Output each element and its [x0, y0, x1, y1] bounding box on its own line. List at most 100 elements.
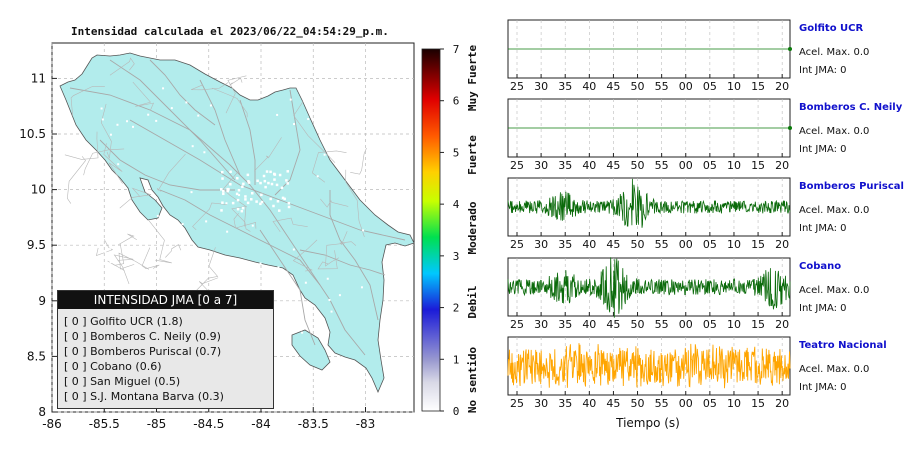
legend-item-name: Golfito UCR (1.8)	[86, 315, 183, 328]
road-line	[141, 247, 160, 270]
town-marker	[222, 189, 225, 193]
panel-tick-label: 00	[679, 159, 693, 172]
panel-tick-label: 10	[727, 80, 741, 93]
town-marker	[283, 197, 286, 201]
town-marker	[330, 310, 333, 313]
town-marker	[338, 294, 341, 297]
road-line	[292, 239, 318, 272]
town-marker	[241, 206, 245, 210]
waveform-panel: 25 30 35 40 45 50 55 00 05 10 15 20	[507, 177, 791, 251]
town-marker	[220, 188, 223, 191]
colorbar-label: No sentido	[466, 347, 479, 414]
town-marker	[255, 200, 258, 203]
legend-item-level: [ 0 ]	[64, 360, 87, 373]
town-marker	[275, 183, 279, 187]
town-marker	[104, 250, 107, 253]
panel-tick-label: 20	[775, 159, 789, 172]
legend-title: INTENSIDAD JMA [0 a 7]	[58, 291, 273, 309]
road-line	[113, 254, 134, 285]
panel-tick-label: 45	[606, 238, 620, 251]
road-line	[99, 139, 235, 191]
road-line	[259, 229, 316, 346]
road-line	[191, 247, 219, 296]
panel-tick-label: 15	[751, 159, 765, 172]
town-marker	[246, 201, 250, 205]
town-marker	[304, 281, 307, 284]
town-marker	[165, 216, 168, 219]
town-marker	[126, 120, 129, 123]
map-y-tick-label: 11	[31, 71, 46, 85]
map-x-tick-label: -85.5	[89, 417, 120, 431]
town-marker	[190, 191, 193, 194]
panel-tick-label: 10	[727, 238, 741, 251]
map-x-tick-label: -84.5	[193, 417, 224, 431]
map-x-tick-label: -84	[251, 417, 271, 431]
road-line	[231, 205, 251, 232]
town-marker	[251, 224, 254, 227]
road-line	[191, 82, 229, 91]
town-marker	[259, 262, 262, 265]
station-name: Golfito UCR	[799, 23, 864, 34]
road-line	[109, 59, 236, 181]
panel-tick-label: 30	[534, 238, 548, 251]
town-marker	[221, 201, 224, 204]
town-marker	[283, 332, 286, 335]
colorbar-label: Muy Fuerte	[466, 45, 479, 112]
town-marker	[109, 261, 112, 264]
waveform-panel: 25 30 35 40 45 50 55 00 05 10 15 20	[507, 257, 791, 331]
town-marker	[382, 365, 385, 368]
road-line	[272, 217, 308, 233]
panel-tick-label: 05	[703, 318, 717, 331]
panel-tick-label: 00	[679, 238, 693, 251]
town-marker	[109, 246, 112, 249]
panel-tick-label: 10	[727, 318, 741, 331]
panel-tick-label: 05	[703, 238, 717, 251]
town-marker	[293, 123, 296, 126]
town-marker	[244, 195, 247, 198]
town-marker	[240, 209, 244, 213]
road-line	[118, 252, 150, 270]
town-marker	[285, 179, 288, 182]
town-marker	[220, 170, 224, 174]
town-marker	[301, 331, 304, 334]
town-marker	[226, 230, 229, 233]
road-line	[64, 131, 99, 160]
panel-tick-label: 50	[631, 80, 645, 93]
town-marker	[277, 360, 280, 363]
legend-item: [ 0 ] S.J. Montana Barva (0.3)	[64, 390, 224, 403]
panel-tick-label: 00	[679, 318, 693, 331]
town-marker	[260, 200, 264, 204]
panel-tick-label: 30	[534, 397, 548, 410]
road-line	[293, 101, 336, 163]
station-acel-max: Acel. Max. 0.0	[799, 205, 870, 216]
road-line	[96, 239, 114, 257]
panel-tick-label: 10	[727, 397, 741, 410]
station-name: Cobano	[799, 261, 842, 272]
town-marker	[101, 118, 104, 121]
panel-tick-label: 45	[606, 159, 620, 172]
panel-tick-label: 05	[703, 397, 717, 410]
road-line	[211, 87, 248, 118]
road-line	[159, 189, 321, 286]
waveform-end-marker	[788, 47, 792, 51]
town-marker	[326, 277, 329, 280]
station-int-jma: Int JMA: 0	[799, 303, 847, 314]
road-line	[233, 212, 257, 229]
panel-tick-label: 20	[775, 238, 789, 251]
town-marker	[336, 90, 339, 93]
town-marker	[170, 107, 173, 110]
station-int-jma: Int JMA: 0	[799, 144, 847, 155]
panel-tick-label: 20	[775, 397, 789, 410]
station-name: Teatro Nacional	[799, 340, 887, 351]
legend-item-level: [ 0 ]	[64, 345, 87, 358]
panel-tick-label: 15	[751, 397, 765, 410]
x-axis-label: Tiempo (s)	[615, 416, 680, 430]
panel-tick-label: 15	[751, 80, 765, 93]
town-marker	[316, 175, 319, 178]
station-acel-max: Acel. Max. 0.0	[799, 126, 870, 137]
town-marker	[260, 193, 263, 197]
panel-tick-label: 05	[703, 80, 717, 93]
colorbar-ticks: 0 1 2 3 4 5 6 7	[440, 43, 460, 418]
town-marker	[181, 223, 184, 226]
town-marker	[116, 123, 119, 126]
